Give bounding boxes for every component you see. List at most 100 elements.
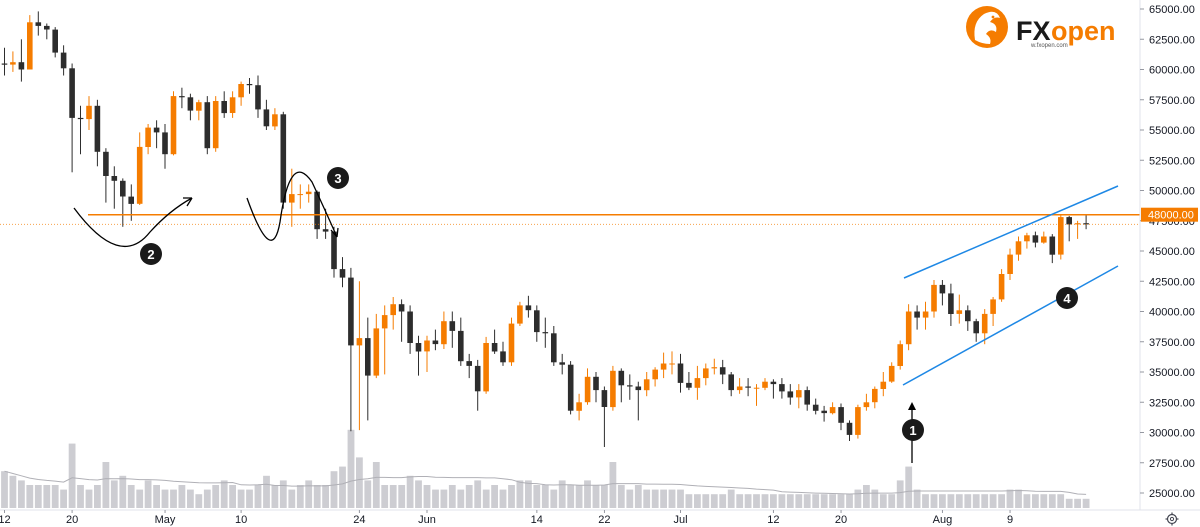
candle (1, 47, 8, 76)
price-axis[interactable]: 65000.00 62500.00 60000.00 57500.00 55000.00… (1140, 4, 1195, 500)
volume-bar (643, 489, 651, 508)
candle (94, 99, 101, 167)
annotation-marker-2: 2 (140, 243, 162, 265)
candle (669, 351, 675, 375)
candle (888, 362, 895, 383)
candle (1058, 214, 1064, 260)
volume-bar (939, 494, 946, 508)
volume-bar (246, 489, 253, 508)
channel-upper-line[interactable] (903, 185, 1119, 279)
volume-bar (1074, 498, 1081, 508)
volume-bar (922, 494, 929, 508)
candle (719, 359, 726, 385)
time-axis[interactable]: 12 20 May 10 24 Jun 14 22 Jul 12 20 Aug 9 (0, 510, 1013, 526)
candle (111, 166, 118, 209)
volume-bar (1065, 498, 1073, 508)
peak-curve-arrowhead (330, 227, 339, 238)
volume-bar (34, 485, 42, 508)
candle (981, 309, 988, 345)
candle (643, 372, 650, 397)
volume-bar (601, 485, 608, 508)
candle (559, 353, 565, 375)
candle (466, 353, 472, 379)
candle (694, 365, 701, 400)
volume-bar (744, 494, 752, 508)
volume-bar (989, 494, 997, 508)
volume-bar (423, 485, 431, 508)
annotation-label-2: 2 (147, 247, 154, 262)
volume-bar (499, 489, 507, 508)
volume-bar (778, 494, 786, 508)
candle (880, 372, 887, 397)
volume-bar (432, 489, 439, 508)
settings-gear-icon[interactable] (1165, 512, 1179, 526)
candle (398, 299, 405, 342)
candle (593, 372, 599, 403)
volume-bar (854, 489, 862, 508)
candle (576, 393, 582, 421)
volume-bar (541, 485, 549, 508)
price-axis-background (1140, 0, 1200, 510)
volume-bar (812, 494, 820, 508)
candle (973, 318, 979, 342)
candle (35, 11, 42, 36)
candle (990, 297, 996, 326)
volume-bar (60, 489, 67, 508)
volume-bar (770, 494, 777, 508)
logo-tagline: w.fxopen.com (1030, 43, 1068, 49)
candle (914, 305, 920, 330)
volume-bar (888, 494, 896, 508)
candle (305, 184, 312, 203)
candle (1041, 231, 1047, 244)
candle (652, 367, 658, 387)
candle (120, 178, 126, 227)
candle (1074, 220, 1081, 239)
candle (44, 23, 50, 40)
candle (812, 398, 819, 415)
price-tick-label: 50000.00 (1149, 186, 1195, 198)
candle (407, 305, 413, 354)
candle (584, 368, 591, 405)
candle (863, 393, 870, 411)
volume-bar (474, 480, 482, 508)
candle (660, 352, 667, 379)
candle (939, 280, 946, 306)
candle (179, 87, 185, 109)
candle (280, 111, 287, 209)
volume-bar (85, 489, 93, 508)
time-tick-label: 12 (767, 514, 779, 526)
volume-bar (339, 466, 346, 508)
candle (297, 184, 303, 209)
candle (846, 420, 853, 441)
volume-bar (372, 462, 380, 508)
candlesticks (1, 11, 1089, 447)
volume-bar (634, 485, 642, 508)
volume-bar (389, 485, 397, 508)
volume-bar (626, 489, 634, 508)
candle (77, 105, 84, 155)
volume-bar (94, 485, 101, 508)
time-tick-label: 20 (835, 514, 847, 526)
candle (390, 297, 396, 330)
annotation-marker-1: 1 (902, 419, 924, 441)
candle (1032, 231, 1039, 248)
channel-lower-line[interactable] (902, 265, 1119, 386)
candle (517, 301, 523, 326)
volume-bar (617, 485, 625, 508)
volume-bar (660, 489, 667, 508)
candle (196, 99, 202, 121)
volume-bar (153, 485, 160, 508)
candle (221, 91, 227, 118)
candle (618, 368, 625, 403)
logo-open: open (1051, 16, 1116, 46)
volume-bar (9, 475, 17, 508)
volume-bar (296, 485, 304, 508)
candle (1066, 215, 1072, 242)
candle (491, 329, 498, 354)
time-tick-label: 20 (66, 514, 78, 526)
volume-bar (846, 494, 853, 508)
price-tick-label: 65000.00 (1149, 4, 1195, 16)
candle (10, 51, 16, 72)
